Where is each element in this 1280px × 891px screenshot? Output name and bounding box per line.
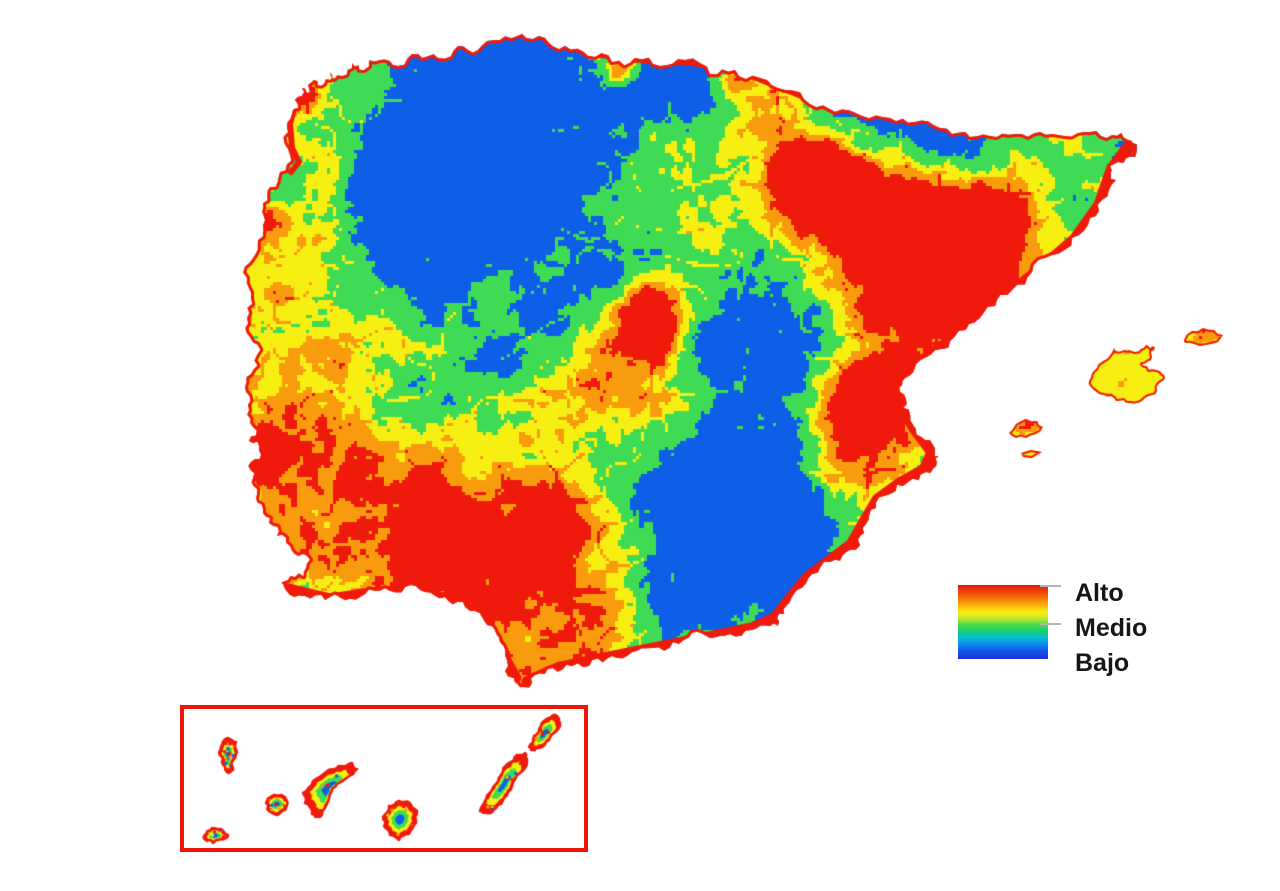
legend-labels: Alto Medio Bajo [1075,576,1147,681]
legend-tick-medio [1040,623,1061,625]
legend-label-medio: Medio [1075,614,1148,642]
legend-label-alto: Alto [1075,579,1124,607]
legend-label-bajo: Bajo [1075,649,1130,677]
canary-islands-inset-box [180,705,588,852]
map-legend: Alto Medio Bajo [958,579,1188,695]
legend-colorbar [958,585,1048,659]
legend-tick-alto [1040,585,1061,587]
